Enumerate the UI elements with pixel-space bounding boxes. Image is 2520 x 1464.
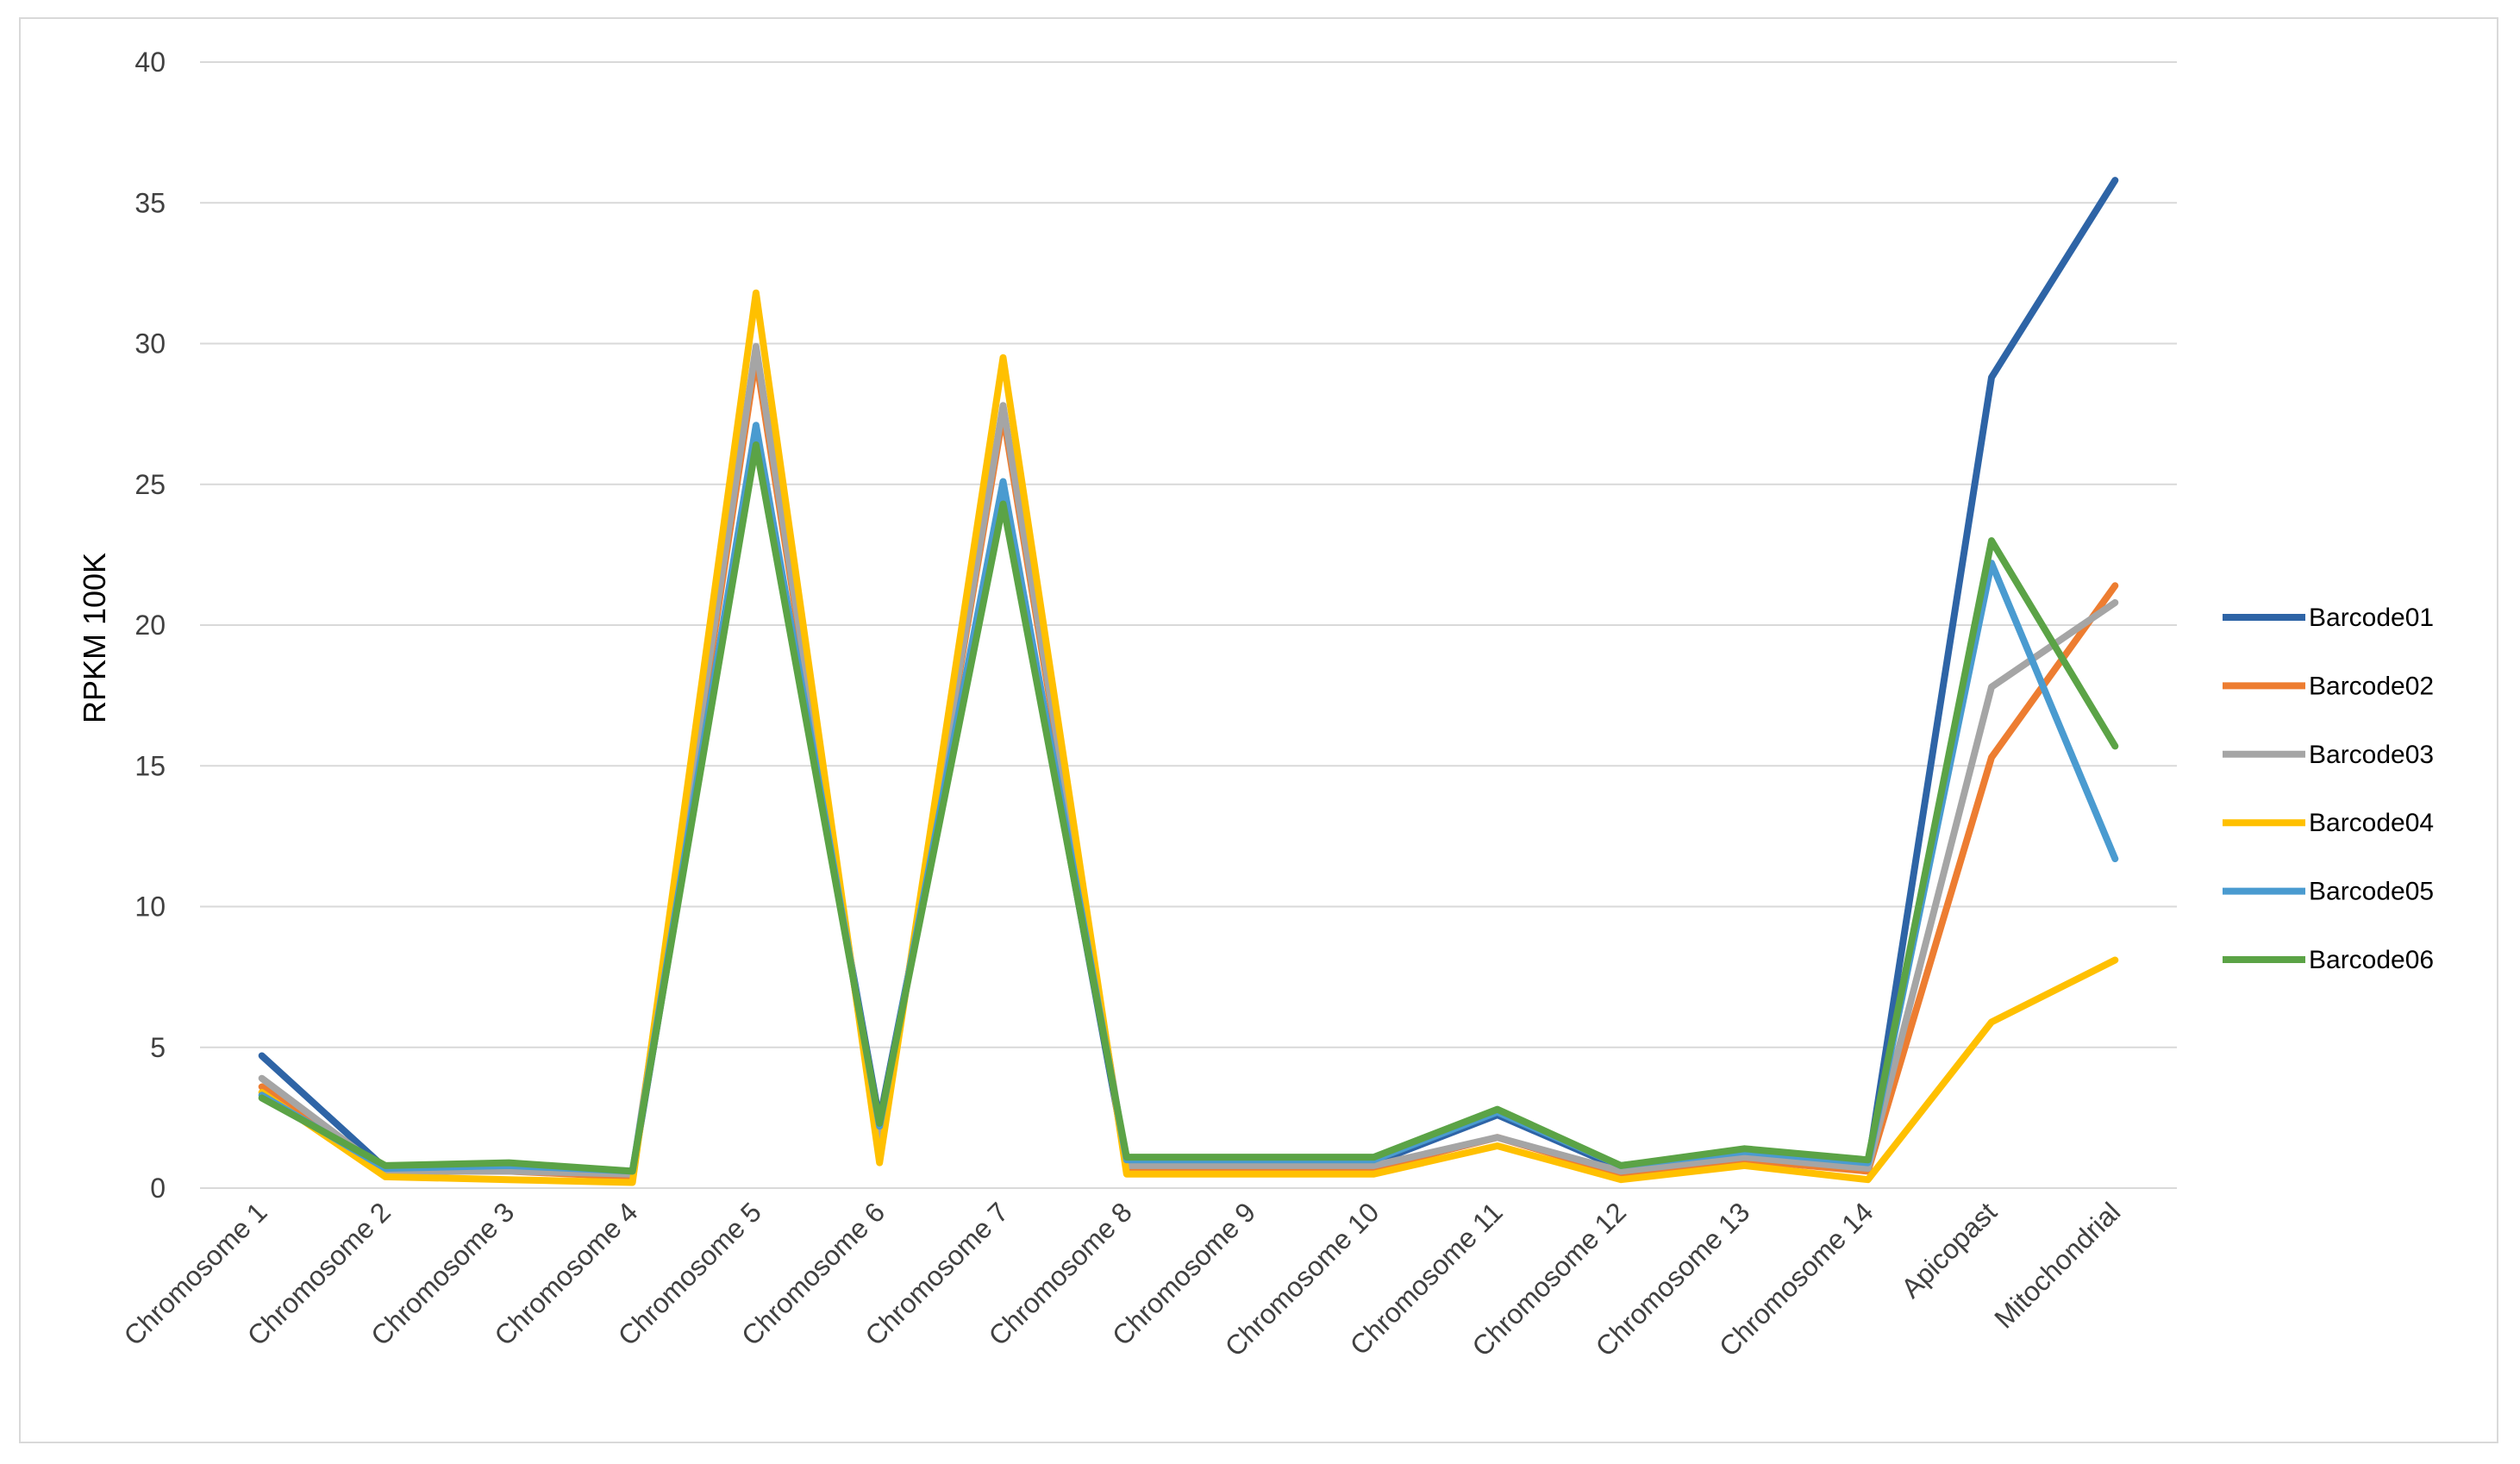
series-line-barcode02 bbox=[258, 353, 2119, 1180]
y-tick-label: 40 bbox=[134, 47, 166, 78]
y-axis-label: RPKM 100K bbox=[77, 553, 112, 723]
y-axis-ticks: 0 5 10 15 20 25 30 35 40 bbox=[134, 47, 166, 1204]
y-tick-label: 20 bbox=[134, 610, 166, 641]
legend-label: Barcode01 bbox=[2309, 604, 2434, 632]
y-tick-label: 10 bbox=[134, 892, 166, 923]
legend-label: Barcode06 bbox=[2309, 946, 2434, 974]
series-line-barcode05 bbox=[258, 422, 2119, 1175]
legend-item: Barcode03 bbox=[2223, 741, 2434, 769]
gridlines bbox=[200, 61, 2177, 1189]
series-line-barcode06 bbox=[258, 441, 2119, 1175]
legend-item: Barcode06 bbox=[2223, 946, 2434, 974]
legend-item: Barcode04 bbox=[2223, 809, 2434, 837]
series-line-barcode01 bbox=[258, 177, 2119, 1178]
legend-label: Barcode03 bbox=[2309, 741, 2434, 769]
legend-item: Barcode02 bbox=[2223, 672, 2434, 700]
series-lines bbox=[258, 177, 2119, 1186]
y-tick-label: 5 bbox=[150, 1032, 166, 1063]
series-line-barcode04 bbox=[258, 289, 2119, 1186]
y-tick-label: 35 bbox=[134, 187, 166, 218]
chart-frame bbox=[19, 17, 2498, 1443]
legend-label: Barcode02 bbox=[2309, 672, 2434, 700]
series-line-barcode03 bbox=[258, 342, 2119, 1178]
y-tick-label: 30 bbox=[134, 328, 166, 360]
y-tick-label: 0 bbox=[150, 1173, 166, 1204]
x-tick-label: Apicopast bbox=[1895, 1196, 2003, 1304]
legend-item: Barcode05 bbox=[2223, 878, 2434, 906]
y-tick-label: 15 bbox=[134, 750, 166, 781]
y-tick-label: 25 bbox=[134, 469, 166, 500]
x-tick-label: Mitochondrial bbox=[1988, 1196, 2126, 1334]
legend-label: Barcode05 bbox=[2309, 878, 2434, 906]
legend-label: Barcode04 bbox=[2309, 809, 2434, 837]
legend: Barcode01 Barcode02 Barcode03 Barcode04 Barc… bbox=[2223, 604, 2434, 974]
legend-item: Barcode01 bbox=[2223, 604, 2434, 632]
